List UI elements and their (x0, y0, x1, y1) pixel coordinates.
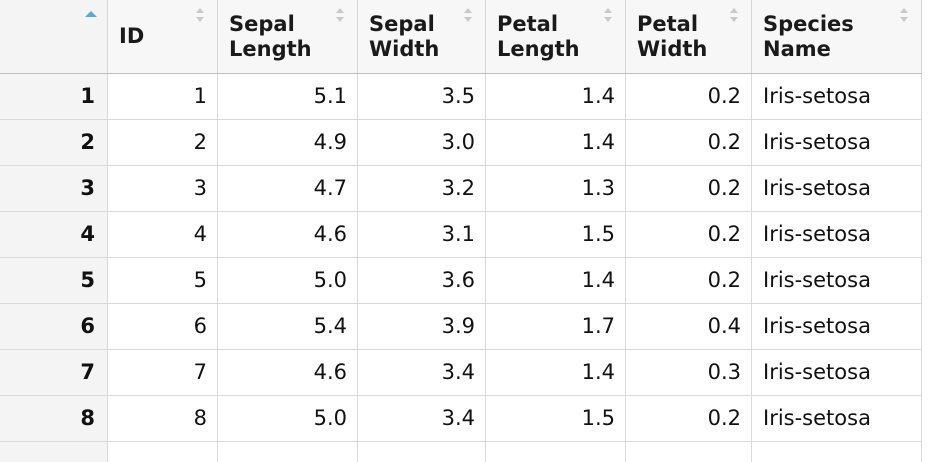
column-header-label: ID (119, 24, 145, 48)
column-header-sepal-length[interactable]: Sepal Length (218, 0, 358, 73)
column-header-rownum[interactable] (0, 0, 108, 73)
cell-petal-length[interactable]: 1.4 (486, 74, 626, 119)
sort-icon[interactable] (900, 8, 910, 24)
cell-sepal-length[interactable]: 5.0 (218, 396, 358, 441)
row-number[interactable]: 1 (0, 74, 108, 119)
sort-icon[interactable] (604, 8, 614, 24)
table-row[interactable]: 7 7 4.6 3.4 1.4 0.3 Iris-setosa (0, 350, 922, 396)
cell-species-name[interactable]: Iris-setosa (752, 304, 922, 349)
row-number[interactable]: 3 (0, 166, 108, 211)
cell-sepal-width[interactable]: 3.0 (358, 120, 486, 165)
column-header-label: Petal Width (637, 12, 708, 61)
row-number (0, 442, 108, 462)
cell-sepal-length[interactable]: 4.6 (218, 212, 358, 257)
cell-sepal-width[interactable]: 3.2 (358, 166, 486, 211)
table-header: ID Sepal Length Sepal Width Petal Length… (0, 0, 922, 74)
cell-species-name[interactable]: Iris-setosa (752, 166, 922, 211)
column-header-id[interactable]: ID (108, 0, 218, 73)
table-row-partial (0, 442, 922, 462)
cell-species-name[interactable]: Iris-setosa (752, 396, 922, 441)
cell-petal-length[interactable]: 1.4 (486, 350, 626, 395)
cell-id[interactable]: 8 (108, 396, 218, 441)
cell-petal-width[interactable]: 0.2 (626, 396, 752, 441)
table-row[interactable]: 6 6 5.4 3.9 1.7 0.4 Iris-setosa (0, 304, 922, 350)
cell-petal-length[interactable]: 1.7 (486, 304, 626, 349)
cell-species-name[interactable]: Iris-setosa (752, 212, 922, 257)
cell-sepal-width[interactable]: 3.5 (358, 74, 486, 119)
cell-id[interactable]: 7 (108, 350, 218, 395)
column-header-species-name[interactable]: Species Name (752, 0, 922, 73)
sort-icon[interactable] (464, 8, 474, 24)
column-header-sepal-width[interactable]: Sepal Width (358, 0, 486, 73)
sort-icon[interactable] (730, 8, 740, 24)
cell-sepal-length[interactable]: 4.9 (218, 120, 358, 165)
cell-sepal-length[interactable]: 5.4 (218, 304, 358, 349)
column-header-petal-length[interactable]: Petal Length (486, 0, 626, 73)
cell-id[interactable]: 3 (108, 166, 218, 211)
cell-petal-length[interactable]: 1.3 (486, 166, 626, 211)
cell-petal-width (626, 442, 752, 462)
column-header-petal-width[interactable]: Petal Width (626, 0, 752, 73)
cell-species-name[interactable]: Iris-setosa (752, 258, 922, 303)
row-number[interactable]: 5 (0, 258, 108, 303)
table-row[interactable]: 8 8 5.0 3.4 1.5 0.2 Iris-setosa (0, 396, 922, 442)
sort-icon[interactable] (196, 8, 206, 24)
table-row[interactable]: 2 2 4.9 3.0 1.4 0.2 Iris-setosa (0, 120, 922, 166)
column-header-label: Sepal Width (369, 12, 440, 61)
cell-sepal-length[interactable]: 5.0 (218, 258, 358, 303)
sort-icon[interactable] (336, 8, 346, 24)
table-row[interactable]: 3 3 4.7 3.2 1.3 0.2 Iris-setosa (0, 166, 922, 212)
table-row[interactable]: 1 1 5.1 3.5 1.4 0.2 Iris-setosa (0, 74, 922, 120)
cell-petal-width[interactable]: 0.2 (626, 120, 752, 165)
sort-ascending-icon[interactable] (85, 11, 97, 17)
cell-id[interactable]: 6 (108, 304, 218, 349)
cell-sepal-length[interactable]: 4.6 (218, 350, 358, 395)
cell-sepal-length (218, 442, 358, 462)
cell-sepal-width (358, 442, 486, 462)
row-number[interactable]: 6 (0, 304, 108, 349)
cell-sepal-width[interactable]: 3.4 (358, 396, 486, 441)
cell-id[interactable]: 2 (108, 120, 218, 165)
cell-petal-width[interactable]: 0.2 (626, 166, 752, 211)
cell-sepal-width[interactable]: 3.4 (358, 350, 486, 395)
cell-id[interactable]: 5 (108, 258, 218, 303)
cell-petal-width[interactable]: 0.3 (626, 350, 752, 395)
row-number[interactable]: 8 (0, 396, 108, 441)
cell-id[interactable]: 4 (108, 212, 218, 257)
cell-sepal-width[interactable]: 3.6 (358, 258, 486, 303)
cell-sepal-length[interactable]: 4.7 (218, 166, 358, 211)
cell-petal-length[interactable]: 1.4 (486, 258, 626, 303)
column-header-label: Species Name (763, 12, 854, 61)
cell-species-name[interactable]: Iris-setosa (752, 120, 922, 165)
cell-petal-width[interactable]: 0.4 (626, 304, 752, 349)
cell-id[interactable]: 1 (108, 74, 218, 119)
cell-petal-length[interactable]: 1.5 (486, 212, 626, 257)
cell-petal-width[interactable]: 0.2 (626, 74, 752, 119)
row-number[interactable]: 4 (0, 212, 108, 257)
cell-petal-length (486, 442, 626, 462)
cell-sepal-length[interactable]: 5.1 (218, 74, 358, 119)
cell-species-name (752, 442, 922, 462)
row-number[interactable]: 2 (0, 120, 108, 165)
cell-petal-width[interactable]: 0.2 (626, 258, 752, 303)
cell-id (108, 442, 218, 462)
table-row[interactable]: 5 5 5.0 3.6 1.4 0.2 Iris-setosa (0, 258, 922, 304)
table-row[interactable]: 4 4 4.6 3.1 1.5 0.2 Iris-setosa (0, 212, 922, 258)
cell-petal-width[interactable]: 0.2 (626, 212, 752, 257)
cell-species-name[interactable]: Iris-setosa (752, 350, 922, 395)
cell-species-name[interactable]: Iris-setosa (752, 74, 922, 119)
row-number[interactable]: 7 (0, 350, 108, 395)
cell-petal-length[interactable]: 1.4 (486, 120, 626, 165)
cell-sepal-width[interactable]: 3.9 (358, 304, 486, 349)
column-header-label: Petal Length (497, 12, 580, 61)
column-header-label: Sepal Length (229, 12, 312, 61)
cell-petal-length[interactable]: 1.5 (486, 396, 626, 441)
cell-sepal-width[interactable]: 3.1 (358, 212, 486, 257)
